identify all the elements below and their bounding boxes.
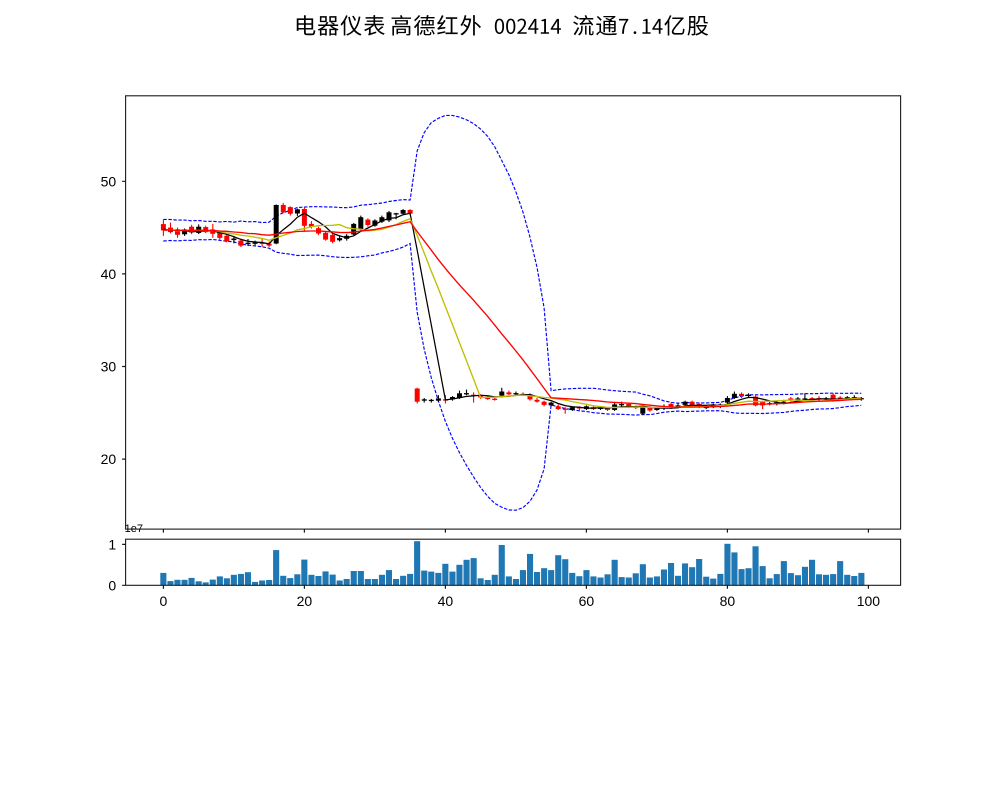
svg-text:0: 0 <box>108 577 116 593</box>
svg-text:1: 1 <box>108 536 116 552</box>
svg-text:40: 40 <box>101 266 117 282</box>
svg-text:30: 30 <box>101 359 117 375</box>
svg-text:60: 60 <box>579 593 595 609</box>
svg-text:20: 20 <box>297 593 313 609</box>
svg-text:40: 40 <box>438 593 454 609</box>
svg-text:80: 80 <box>720 593 736 609</box>
svg-text:1e7: 1e7 <box>125 523 143 535</box>
svg-text:20: 20 <box>101 451 117 467</box>
svg-text:0: 0 <box>160 593 168 609</box>
svg-text:100: 100 <box>857 593 881 609</box>
svg-text:50: 50 <box>101 173 117 189</box>
